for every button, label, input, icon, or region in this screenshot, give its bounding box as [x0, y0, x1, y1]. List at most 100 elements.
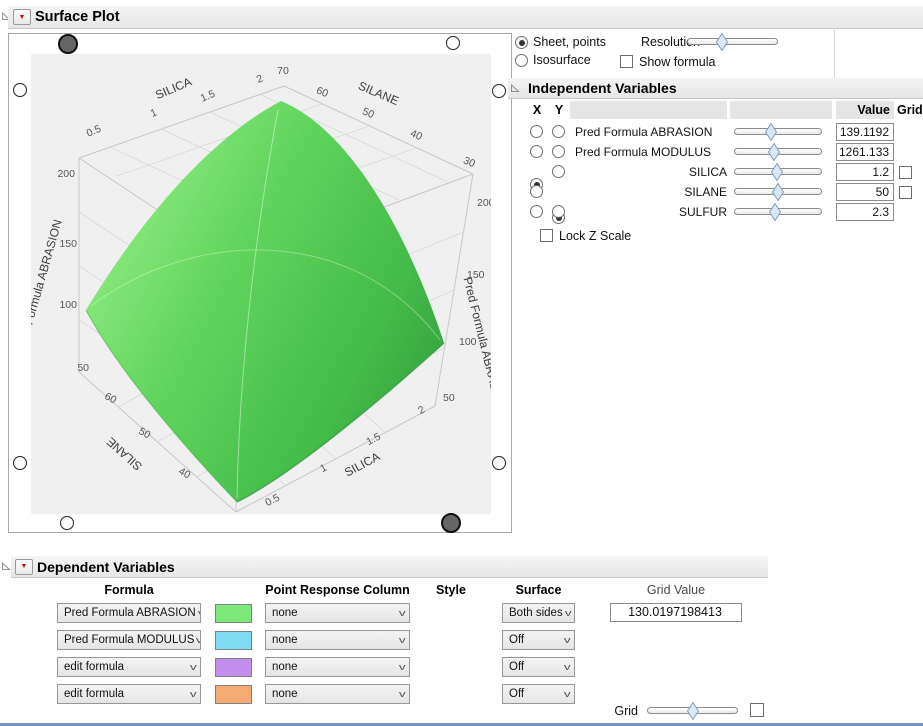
chevron-down-icon: v — [198, 608, 200, 618]
show-formula-checkbox[interactable] — [620, 55, 633, 68]
plot-handle-top-right[interactable] — [446, 36, 460, 50]
tick-label: 40 — [408, 127, 424, 143]
y-radio-abrasion[interactable] — [552, 125, 565, 138]
lock-z-scale-label: Lock Z Scale — [559, 229, 632, 243]
abrasion-value-field[interactable]: 139.1192 — [836, 123, 894, 141]
chevron-down-icon: v — [563, 689, 571, 699]
silica-grid-checkbox[interactable] — [899, 166, 912, 179]
slider-thumb-icon[interactable] — [771, 163, 784, 181]
z-axis-label-left: Pred Formula ABRASION — [31, 218, 65, 354]
x-radio-abrasion[interactable] — [530, 125, 543, 138]
tick-label: 60 — [314, 84, 330, 100]
surface-dropdown-4[interactable]: Off v — [502, 684, 575, 704]
grid-value-field[interactable]: 130.0197198413 — [610, 603, 742, 622]
modulus-value-field[interactable]: 1261.133 — [836, 143, 894, 161]
resolution-slider[interactable] — [687, 33, 778, 51]
formula-dropdown-4[interactable]: edit formula v — [57, 684, 201, 704]
red-triangle-menu-button[interactable]: ▼ — [15, 558, 33, 575]
plot-handle-left-lower[interactable] — [13, 456, 27, 470]
disclosure-triangle-icon[interactable] — [1, 561, 11, 571]
slider-track[interactable] — [687, 38, 778, 45]
plot-handle-top-left[interactable] — [58, 34, 78, 54]
tick-label: 100 — [459, 336, 477, 348]
col-header-style: Style — [436, 583, 466, 597]
dropdown-value: Pred Formula ABRASION — [64, 607, 196, 619]
slider-thumb-icon[interactable] — [686, 702, 699, 720]
plot-handle-left-upper[interactable] — [13, 83, 27, 97]
grid-slider-label: Grid — [614, 704, 638, 718]
formula-dropdown-2[interactable]: Pred Formula MODULUS v — [57, 630, 201, 650]
modulus-slider[interactable] — [734, 143, 822, 161]
slider-thumb-icon[interactable] — [769, 203, 782, 221]
surface-color-swatch-4[interactable] — [215, 685, 252, 704]
slider-thumb-icon[interactable] — [715, 33, 728, 51]
chevron-down-icon: v — [398, 662, 406, 672]
sulfur-value-field[interactable]: 2.3 — [836, 203, 894, 221]
grid-slider[interactable] — [647, 702, 738, 720]
window-bottom-edge — [0, 723, 923, 726]
surface-plot-3d-view[interactable]: 0.5 1 1.5 2 70 60 50 40 30 200 150 100 5… — [13, 54, 507, 514]
resolution-label: Resolution — [641, 35, 701, 49]
red-triangle-menu-button[interactable]: ▼ — [13, 9, 31, 25]
point-response-dropdown-1[interactable]: none v — [265, 603, 410, 623]
red-triangle-icon: ▼ — [18, 13, 26, 21]
col-header-formula: Formula — [104, 583, 154, 597]
chevron-down-icon: v — [398, 635, 406, 645]
formula-dropdown-1[interactable]: Pred Formula ABRASION v — [57, 603, 201, 623]
x-radio-silane[interactable] — [530, 185, 543, 198]
surface-dropdown-3[interactable]: Off v — [502, 657, 575, 677]
tick-label: 1 — [149, 107, 159, 120]
chevron-down-icon: v — [189, 689, 197, 699]
y-radio-sulfur[interactable] — [552, 205, 565, 218]
point-response-dropdown-3[interactable]: none v — [265, 657, 410, 677]
red-triangle-icon: ▼ — [20, 563, 28, 570]
tick-label: 50 — [443, 392, 455, 404]
x-radio-modulus[interactable] — [530, 145, 543, 158]
slider-thumb-icon[interactable] — [767, 143, 780, 161]
silane-slider[interactable] — [734, 183, 822, 201]
disclosure-triangle-icon[interactable] — [1, 11, 11, 21]
tick-label: 1.5 — [199, 88, 217, 105]
surface-color-swatch-3[interactable] — [215, 658, 252, 677]
surface-dropdown-1[interactable]: Both sides v — [502, 603, 575, 623]
variable-name: SILANE — [684, 185, 727, 199]
variable-name: Pred Formula ABRASION — [575, 125, 713, 139]
lock-z-scale-checkbox[interactable] — [540, 229, 553, 242]
tick-label: 1.5 — [364, 431, 383, 449]
grid-checkbox[interactable] — [750, 703, 764, 717]
surface-color-swatch-1[interactable] — [215, 604, 252, 623]
disclosure-triangle-icon[interactable] — [510, 83, 520, 93]
plot-handle-right-upper[interactable] — [492, 84, 506, 98]
tick-label: 0.5 — [85, 123, 103, 140]
tick-label: 100 — [59, 299, 77, 311]
surface-dropdown-2[interactable]: Off v — [502, 630, 575, 650]
dropdown-value: Both sides — [509, 607, 563, 619]
slider-thumb-icon[interactable] — [772, 183, 784, 201]
tick-label: 60 — [102, 390, 118, 406]
y-radio-silica[interactable] — [552, 165, 565, 178]
plot-handle-right-lower[interactable] — [492, 456, 506, 470]
point-response-dropdown-4[interactable]: none v — [265, 684, 410, 704]
sulfur-slider[interactable] — [734, 203, 822, 221]
point-response-dropdown-2[interactable]: none v — [265, 630, 410, 650]
x-radio-sulfur[interactable] — [530, 205, 543, 218]
panel-divider — [834, 28, 835, 78]
slider-thumb-icon[interactable] — [764, 123, 777, 141]
col-header-value: Value — [836, 101, 894, 119]
sheet-points-radio[interactable] — [515, 36, 528, 49]
silica-slider[interactable] — [734, 163, 822, 181]
silane-grid-checkbox[interactable] — [899, 186, 912, 199]
isosurface-radio[interactable] — [515, 54, 528, 67]
abrasion-slider[interactable] — [734, 123, 822, 141]
silica-value-field[interactable]: 1.2 — [836, 163, 894, 181]
plot-handle-bottom-left[interactable] — [60, 516, 74, 530]
surface-color-swatch-2[interactable] — [215, 631, 252, 650]
surface-sheet — [85, 101, 445, 503]
slider-track[interactable] — [734, 128, 822, 135]
formula-dropdown-3[interactable]: edit formula v — [57, 657, 201, 677]
silane-value-field[interactable]: 50 — [836, 183, 894, 201]
plot-handle-bottom-right[interactable] — [441, 513, 461, 533]
y-radio-modulus[interactable] — [552, 145, 565, 158]
chevron-down-icon: v — [398, 689, 406, 699]
